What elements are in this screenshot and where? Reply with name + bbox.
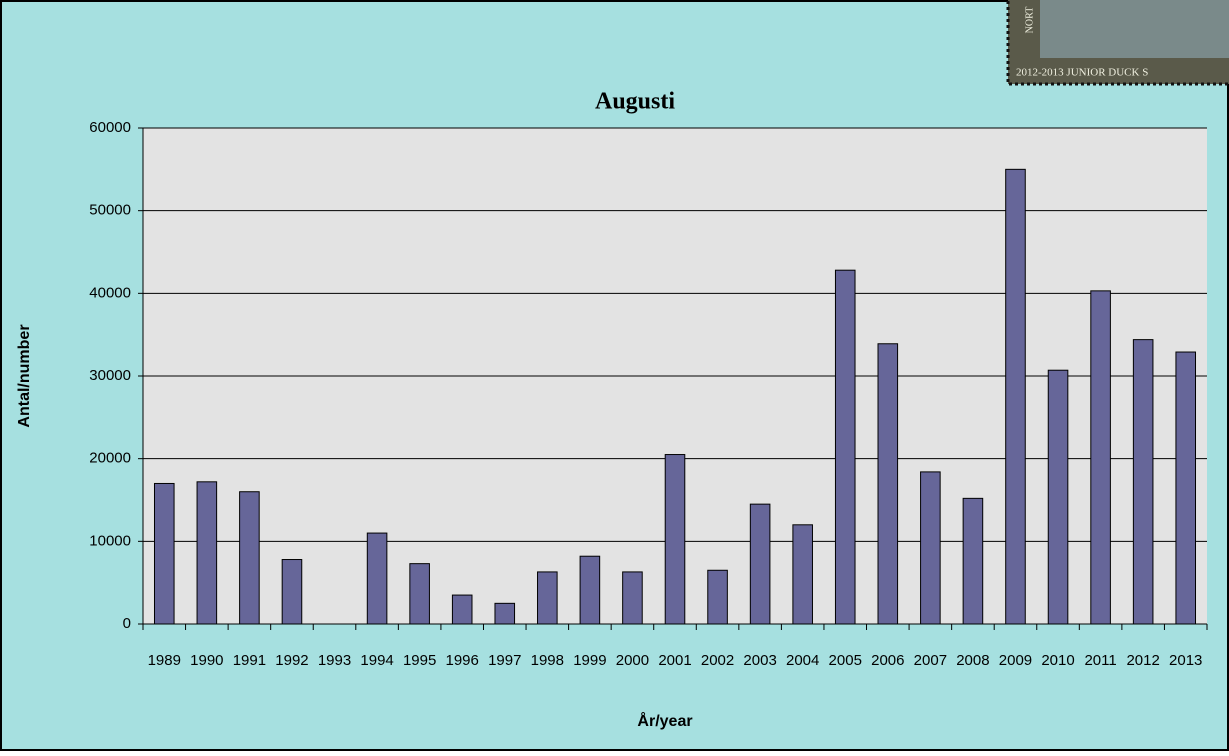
x-tick-label: 1999 bbox=[573, 652, 606, 669]
bar bbox=[409, 563, 430, 625]
bar bbox=[920, 471, 941, 625]
bar bbox=[664, 454, 686, 625]
x-tick-label: 2009 bbox=[999, 652, 1032, 669]
x-tick-label: 1994 bbox=[360, 652, 393, 669]
x-tick-label: 1998 bbox=[531, 652, 564, 669]
bar bbox=[366, 532, 388, 625]
x-tick-label: 1997 bbox=[488, 652, 521, 669]
x-tick-label: 1989 bbox=[148, 652, 181, 669]
bar bbox=[451, 594, 473, 625]
bar bbox=[1005, 168, 1026, 625]
x-tick-label: 2010 bbox=[1041, 652, 1074, 669]
bar bbox=[537, 571, 558, 625]
y-tick-label: 30000 bbox=[89, 367, 131, 384]
x-tick-label: 2000 bbox=[616, 652, 649, 669]
x-tick-label: 2011 bbox=[1084, 652, 1116, 669]
y-tick-label: 0 bbox=[123, 615, 131, 632]
x-axis-label: År/year bbox=[637, 711, 692, 730]
y-tick-label: 60000 bbox=[89, 119, 131, 136]
y-axis-label: Antal/number bbox=[16, 324, 33, 427]
bar bbox=[579, 555, 601, 625]
bar bbox=[707, 569, 728, 625]
x-tick-label: 1993 bbox=[318, 652, 351, 669]
x-tick-label: 2012 bbox=[1126, 652, 1159, 669]
bar bbox=[962, 497, 984, 625]
bar bbox=[281, 559, 303, 625]
x-tick-label: 2004 bbox=[786, 652, 819, 669]
y-tick-label: 50000 bbox=[89, 202, 131, 219]
y-tick-label: 10000 bbox=[89, 532, 131, 549]
x-tick-label: 2008 bbox=[956, 652, 989, 669]
chart-title: Augusti bbox=[595, 89, 675, 115]
x-tick-label: 2007 bbox=[914, 652, 947, 669]
stamp-caption: 2012-2013 JUNIOR DUCK S bbox=[1016, 67, 1148, 79]
x-tick-label: 1992 bbox=[275, 652, 308, 669]
bar bbox=[239, 491, 260, 625]
bar bbox=[792, 524, 813, 625]
x-tick-label: 2003 bbox=[743, 652, 776, 669]
x-tick-label: 2002 bbox=[701, 652, 734, 669]
bar bbox=[153, 482, 175, 625]
stamp: 2012-2013 JUNIOR DUCK S NORT bbox=[1006, 0, 1229, 86]
bar bbox=[622, 571, 643, 625]
bar bbox=[1047, 369, 1069, 625]
stamp-side-text: NORT bbox=[1024, 7, 1035, 34]
x-tick-label: 2005 bbox=[829, 652, 862, 669]
bar bbox=[1090, 290, 1111, 625]
stamp-image bbox=[1040, 0, 1229, 58]
bar bbox=[877, 343, 899, 625]
bar bbox=[494, 602, 516, 625]
bar bbox=[749, 503, 771, 625]
x-tick-label: 2013 bbox=[1169, 652, 1202, 669]
x-tick-label: 1990 bbox=[190, 652, 223, 669]
bar bbox=[834, 269, 856, 625]
y-tick-label: 40000 bbox=[89, 284, 131, 301]
x-tick-label: 1996 bbox=[446, 652, 479, 669]
x-tick-label: 1995 bbox=[403, 652, 436, 669]
bar bbox=[1175, 351, 1197, 625]
x-tick-label: 2006 bbox=[871, 652, 904, 669]
bar bbox=[1132, 339, 1154, 625]
x-tick-label: 2001 bbox=[658, 652, 691, 669]
y-tick-label: 20000 bbox=[89, 450, 131, 467]
bar bbox=[196, 481, 218, 625]
x-tick-label: 1991 bbox=[233, 652, 266, 669]
